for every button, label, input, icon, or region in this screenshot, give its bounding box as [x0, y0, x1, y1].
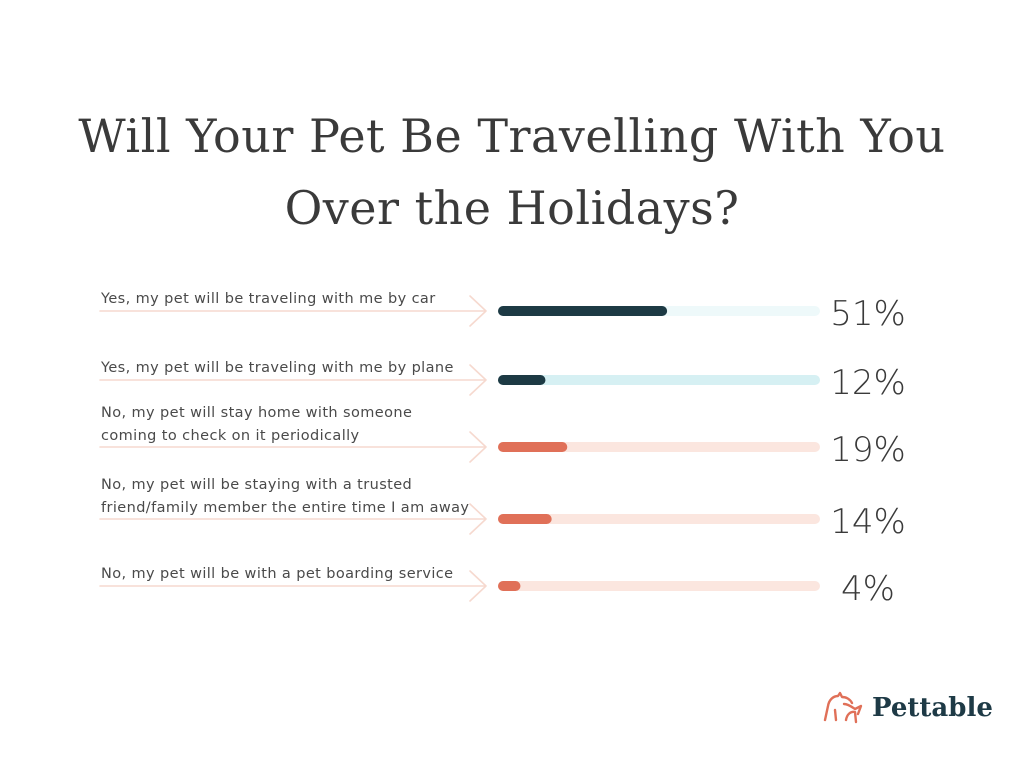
arrow-pointer: [99, 570, 487, 602]
chart-title: Will Your Pet Be Travelling With You Ove…: [0, 100, 1024, 244]
chart-title-line-1: Will Your Pet Be Travelling With You: [78, 109, 946, 163]
arrow-pointer: [99, 431, 487, 463]
value-label: 51%: [830, 294, 906, 334]
bar: [498, 375, 546, 385]
arrow-pointer: [99, 364, 487, 396]
value-label: 19%: [830, 430, 906, 470]
category-label: No, my pet will be with a pet boarding s…: [101, 566, 454, 582]
value-label: 4%: [841, 569, 895, 609]
value-label: 14%: [830, 502, 906, 542]
arrow-pointer: [99, 503, 487, 535]
bar: [498, 581, 521, 591]
category-label-line: friend/family member the entire time I a…: [101, 500, 469, 516]
bar-track: [498, 514, 820, 524]
bar-track: [498, 375, 820, 385]
category-label-line: coming to check on it periodically: [101, 428, 360, 444]
bar: [498, 514, 552, 524]
category-label: Yes, my pet will be traveling with me by…: [100, 360, 454, 376]
category-label-line: Yes, my pet will be traveling with me by…: [100, 291, 436, 307]
arrow-pointer: [99, 295, 487, 327]
category-label: No, my pet will be staying with a truste…: [101, 477, 469, 516]
category-label: Yes, my pet will be traveling with me by…: [100, 291, 436, 307]
value-label: 12%: [830, 363, 906, 403]
brand-logo: Pettable: [822, 686, 993, 730]
category-label-line: No, my pet will be with a pet boarding s…: [101, 566, 454, 582]
pet-silhouette-icon: [823, 691, 863, 724]
category-label: No, my pet will stay home with someone co…: [101, 405, 412, 444]
brand-name: Pettable: [872, 693, 993, 723]
category-label-line: Yes, my pet will be traveling with me by…: [100, 360, 454, 376]
category-label-line: No, my pet will be staying with a truste…: [101, 477, 412, 493]
bar-track: [498, 581, 820, 591]
bar: [498, 306, 668, 316]
bar-track: [498, 442, 820, 452]
chart-title-line-2: Over the Holidays?: [284, 181, 740, 235]
category-label-line: No, my pet will stay home with someone: [101, 405, 412, 421]
bar: [498, 442, 568, 452]
